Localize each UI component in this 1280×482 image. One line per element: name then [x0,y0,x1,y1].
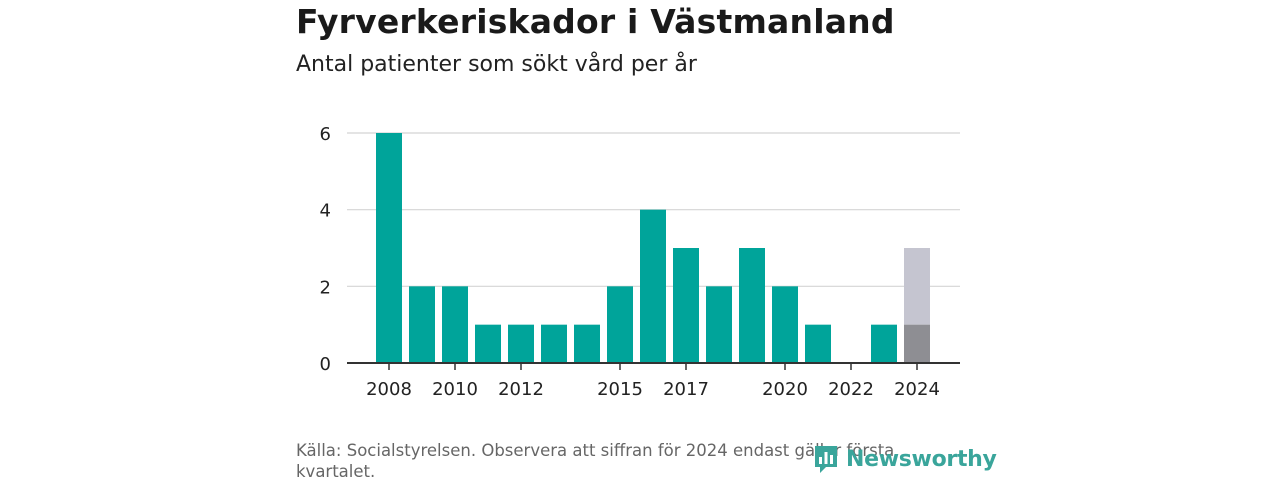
bar [640,209,666,363]
bar [673,248,699,363]
bar [871,324,897,363]
bar [904,324,930,363]
y-tick-label: 6 [320,124,331,145]
x-tick-label: 2008 [366,379,412,400]
bar [772,286,798,363]
x-tick-label: 2020 [762,379,808,400]
newsworthy-logo-text: Newsworthy [846,446,997,472]
x-tick-label: 2017 [663,379,709,400]
bar [607,286,633,363]
source-note: Källa: Socialstyrelsen. Observera att si… [296,441,895,481]
x-tick-label: 2010 [432,379,478,400]
x-tick-label: 2015 [597,379,643,400]
bar [376,133,402,363]
bar [409,286,435,363]
chart-title: Fyrverkeriskador i Västmanland [296,2,895,41]
bar [574,324,600,363]
bar [541,324,567,363]
bar [442,286,468,363]
bar-remainder [904,248,930,325]
bar [805,324,831,363]
newsworthy-logo: Newsworthy [812,444,997,474]
y-tick-label: 4 [320,201,331,222]
y-tick-label: 0 [320,354,331,375]
chart-subtitle: Antal patienter som sökt vård per år [296,52,697,77]
y-tick-label: 2 [320,277,331,298]
bar [706,286,732,363]
x-tick-label: 2024 [894,379,940,400]
x-tick-label: 2012 [498,379,544,400]
bar [475,324,501,363]
bar [739,248,765,363]
bar [508,324,534,363]
newsworthy-logo-icon [815,446,837,473]
x-tick-label: 2022 [828,379,874,400]
